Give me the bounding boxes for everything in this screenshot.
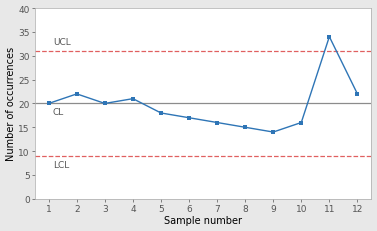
Text: CL: CL bbox=[53, 108, 64, 117]
Y-axis label: Number of occurrences: Number of occurrences bbox=[6, 47, 15, 161]
Text: UCL: UCL bbox=[53, 38, 70, 47]
Text: LCL: LCL bbox=[53, 160, 69, 169]
X-axis label: Sample number: Sample number bbox=[164, 216, 242, 225]
